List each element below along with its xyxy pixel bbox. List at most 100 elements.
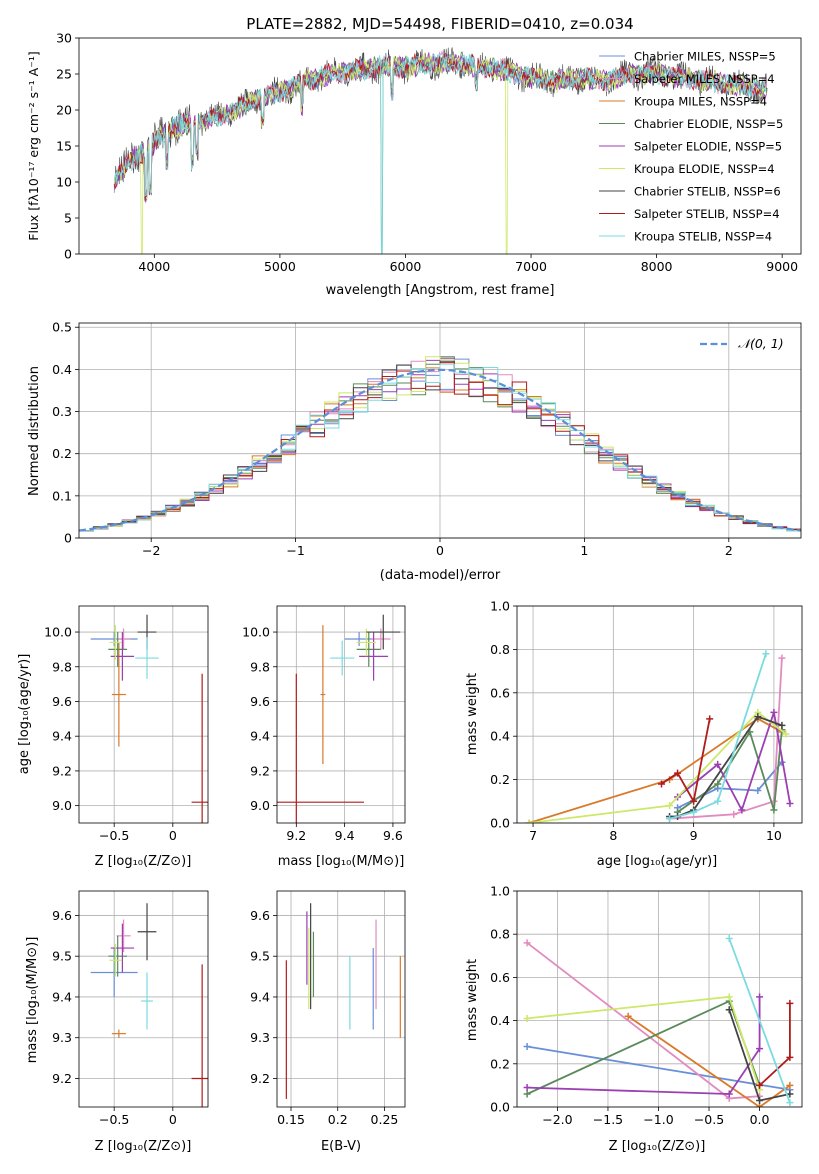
weight-vs-z-ylabel: mass weight: [465, 959, 480, 1041]
weight-vs-z-series-line: [728, 938, 791, 1104]
residuals-ytick-label: 0.4: [52, 362, 72, 377]
spectrum-ytick-label: 30: [56, 31, 72, 46]
age-vs-z-ytick-label: 9.2: [52, 763, 72, 778]
residuals-ytick-label: 0: [64, 531, 72, 546]
spectrum-xlabel: wavelength [Angstrom, rest frame]: [326, 283, 555, 298]
normal-curve: [79, 368, 801, 532]
age-vs-mass-axes: 9.2 9.4 9.6 9.0 9.2 9.4 9.6 9.8 10.0: [242, 605, 406, 843]
weight-vs-z-xtick-label: −0.5: [694, 1112, 724, 1127]
age-vs-mass-errorbar-point: [366, 614, 401, 650]
weight-vs-age-xtick-label: 8: [609, 828, 617, 843]
age-vs-mass-xtick-label: 9.4: [335, 828, 355, 843]
mass-vs-z-errorbar-point: [109, 943, 122, 977]
weight-vs-z-series: [756, 999, 794, 1089]
weight-vs-z-series-line: [627, 1015, 791, 1107]
residuals-xtick-label: −2: [142, 543, 160, 558]
legend-label: Chabrier ELODIE, NSSP=5: [634, 117, 783, 131]
legend-label: Kroupa STELIB, NSSP=4: [634, 230, 772, 244]
age-vs-mass-errorbar-point: [359, 632, 389, 681]
weight-vs-age-series-line: [528, 711, 787, 823]
age-vs-mass-ytick-label: 10.0: [242, 625, 270, 640]
plot-layer: 4000 5000 6000 7000 8000 9000051015202530Chab…: [44, 31, 803, 1127]
age-vs-z-errorbar-point: [108, 632, 128, 667]
mass-vs-ebv-ytick-label: 9.2: [250, 1071, 270, 1086]
age-vs-z-frame: [78, 605, 209, 824]
weight-vs-z-marker: [786, 1099, 794, 1107]
weight-vs-z-ytick-label: 0.2: [490, 1056, 510, 1071]
weight-vs-z-marker: [523, 1084, 531, 1092]
age-vs-mass-xlabel: mass [log₁₀(M/M⊙)]: [278, 854, 405, 869]
weight-vs-age-marker: [762, 650, 770, 658]
spectrum-xtick-label: 4000: [138, 259, 170, 274]
residuals-ylabel: Normed distribution: [27, 366, 42, 496]
weight-vs-age-marker: [714, 797, 722, 805]
age-vs-mass-ytick-label: 9.4: [250, 729, 270, 744]
spectrum-xtick-label: 7000: [515, 259, 547, 274]
mass-vs-ebv-xtick-label: 0.15: [277, 1112, 305, 1127]
legend-label: Salpeter ELODIE, NSSP=5: [634, 140, 782, 154]
residual-histogram: [79, 356, 801, 532]
mass-vs-z-xtick-label: 0: [169, 1112, 177, 1127]
age-vs-z-errorbar-point: [110, 632, 135, 681]
weight-vs-z-marker: [523, 1043, 531, 1051]
weight-vs-z-xtick-label: −2.0: [542, 1112, 572, 1127]
age-vs-z-errorbar-point: [116, 628, 131, 650]
age-vs-z-errorbar-point: [191, 673, 208, 823]
mass-vs-ebv-ytick-label: 9.4: [250, 989, 270, 1004]
weight-vs-age-ytick-label: 1.0: [490, 599, 510, 614]
legend-label: Salpeter MILES, NSSP=4: [634, 72, 775, 86]
weight-vs-age-xtick-label: 7: [529, 828, 537, 843]
age-vs-mass-errorbar-point: [356, 632, 381, 667]
weight-vs-z-marker: [756, 1045, 764, 1053]
weight-vs-age-marker: [658, 780, 666, 788]
mass-vs-ebv-ytick-label: 9.3: [250, 1030, 270, 1045]
weight-vs-z-marker: [725, 935, 733, 943]
weight-vs-z-xtick-label: −1.0: [643, 1112, 673, 1127]
spectrum-axes: 4000 5000 6000 7000 8000 9000 0 5 10 15 20 25 30 Chab…: [56, 31, 802, 274]
weight-vs-age-xlabel: age [log₁₀(age/yr)]: [597, 854, 718, 869]
residuals-ytick-label: 0.5: [52, 320, 72, 335]
weight-vs-age-ytick-label: 0.6: [490, 685, 510, 700]
mass-vs-z-axes: −0.5 0 9.2 9.3 9.4 9.5 9.6: [52, 890, 209, 1127]
weight-vs-z-marker: [523, 1090, 531, 1098]
weight-vs-age-marker: [690, 808, 698, 816]
residuals-plot-area: [79, 356, 801, 532]
age-vs-z-xlabel: Z [log₁₀(Z/Z⊙)]: [95, 854, 192, 869]
spectrum-xtick-label: 5000: [264, 259, 296, 274]
mass-vs-z-ytick-label: 9.5: [52, 949, 72, 964]
weight-vs-z-marker: [725, 1006, 733, 1014]
mass-vs-ebv-plot-area: [285, 903, 401, 1099]
mass-vs-z-errorbar-point: [110, 923, 135, 973]
weight-vs-age-marker: [674, 769, 682, 777]
mass-vs-z-ytick-label: 9.6: [52, 908, 72, 923]
spectrum-xtick-label: 8000: [641, 259, 673, 274]
weight-vs-age-xtick-label: 10: [766, 828, 782, 843]
weight-vs-age-marker: [770, 806, 778, 814]
weight-vs-age-series-line: [669, 653, 767, 820]
spectrum-ytick-label: 20: [56, 103, 72, 118]
weight-vs-age-marker: [730, 810, 738, 818]
weight-vs-z-series: [523, 939, 764, 1102]
mass-vs-z-errorbar-point: [108, 935, 128, 977]
residuals-xlabel: (data-model)/error: [380, 568, 501, 583]
mass-vs-z-errorbar-point: [137, 903, 157, 961]
mass-vs-z-xlabel: Z [log₁₀(Z/Z⊙)]: [95, 1139, 192, 1154]
legend-label: Chabrier STELIB, NSSP=6: [634, 185, 781, 199]
weight-vs-z-ytick-label: 0.0: [490, 1100, 510, 1115]
age-vs-mass-ytick-label: 9.2: [250, 763, 270, 778]
spectrum-xtick-label: 6000: [390, 259, 422, 274]
age-vs-z-ytick-label: 9.6: [52, 694, 72, 709]
weight-vs-z-marker: [756, 1081, 764, 1089]
weight-vs-age-series: [525, 708, 790, 823]
weight-vs-z-marker: [624, 1012, 632, 1020]
weight-vs-z-ytick-label: 0.8: [490, 927, 510, 942]
weight-vs-age-xtick-label: 9: [690, 828, 698, 843]
weight-vs-z-series: [725, 935, 794, 1107]
mass-vs-ebv-xtick-label: 0.2: [328, 1112, 348, 1127]
mass-vs-z-errorbar-point: [116, 919, 131, 953]
age-vs-z-ylabel: age [log₁₀(age/yr)]: [17, 654, 32, 775]
residuals-ytick-label: 0.1: [52, 488, 72, 503]
mass-vs-ebv-xlabel: E(B-V): [321, 1139, 361, 1154]
mass-vs-z-ytick-label: 9.2: [52, 1071, 72, 1086]
weight-vs-age-series-line: [660, 718, 711, 804]
